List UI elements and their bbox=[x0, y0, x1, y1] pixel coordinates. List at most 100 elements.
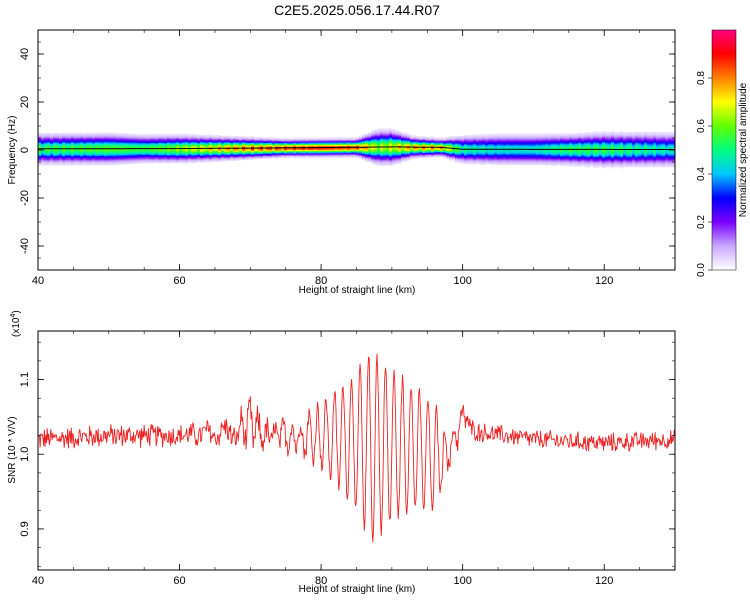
heatmap-cell bbox=[176, 152, 180, 154]
heatmap-cell bbox=[605, 141, 609, 144]
heatmap-cell bbox=[395, 131, 399, 133]
heatmap-cell bbox=[218, 148, 222, 150]
heatmap-cell bbox=[329, 138, 333, 141]
heatmap-cell bbox=[83, 144, 87, 147]
heatmap-cell bbox=[269, 154, 273, 156]
heatmap-cell bbox=[176, 153, 180, 155]
heatmap-cell bbox=[410, 139, 414, 142]
heatmap-cell bbox=[440, 150, 444, 152]
heatmap-cell bbox=[158, 138, 162, 141]
heatmap-cell bbox=[179, 145, 183, 148]
heatmap-cell bbox=[398, 148, 402, 150]
heatmap-cell bbox=[533, 156, 537, 158]
heatmap-cell bbox=[656, 133, 660, 135]
heatmap-cell bbox=[560, 156, 564, 158]
heatmap-cell bbox=[569, 155, 573, 157]
heatmap-cell bbox=[146, 156, 150, 159]
heatmap-cell bbox=[131, 139, 135, 142]
heatmap-cell bbox=[134, 139, 138, 142]
heatmap-cell bbox=[50, 161, 54, 164]
heatmap-cell bbox=[605, 157, 609, 159]
heatmap-cell bbox=[209, 154, 213, 157]
heatmap-cell bbox=[491, 158, 495, 160]
heatmap-cell bbox=[167, 159, 171, 161]
heatmap-cell bbox=[629, 138, 633, 140]
heatmap-cell bbox=[89, 153, 93, 155]
heatmap-cell bbox=[656, 152, 660, 155]
heatmap-cell bbox=[89, 147, 93, 149]
heatmap-cell bbox=[566, 163, 570, 166]
heatmap-cell bbox=[566, 153, 570, 156]
heatmap-cell bbox=[458, 140, 462, 143]
heatmap-cell bbox=[503, 159, 507, 162]
heatmap-cell bbox=[563, 152, 567, 155]
heatmap-cell bbox=[596, 135, 600, 137]
heatmap-cell bbox=[644, 147, 648, 150]
heatmap-cell bbox=[392, 142, 396, 144]
heatmap-cell bbox=[548, 161, 552, 163]
heatmap-cell bbox=[389, 158, 393, 160]
heatmap-cell bbox=[152, 155, 156, 158]
heatmap-cell bbox=[533, 135, 537, 138]
heatmap-cell bbox=[152, 149, 156, 152]
heatmap-cell bbox=[122, 160, 126, 163]
heatmap-cell bbox=[239, 155, 243, 157]
heatmap-cell bbox=[353, 140, 357, 143]
heatmap-cell bbox=[557, 143, 561, 145]
heatmap-cell bbox=[365, 136, 369, 138]
heatmap-cell bbox=[560, 152, 564, 155]
heatmap-cell bbox=[374, 134, 378, 137]
heatmap-cell bbox=[623, 135, 627, 138]
heatmap-cell bbox=[572, 133, 576, 136]
heatmap-cell bbox=[488, 149, 492, 152]
heatmap-cell bbox=[101, 157, 105, 160]
heatmap-cell bbox=[362, 150, 366, 152]
heatmap-cell bbox=[128, 150, 132, 153]
heatmap-cell bbox=[263, 145, 267, 147]
heatmap-cell bbox=[539, 146, 543, 149]
heatmap-cell bbox=[359, 151, 363, 153]
heatmap-cell bbox=[143, 160, 147, 163]
heatmap-cell bbox=[416, 149, 420, 152]
heatmap-cell bbox=[518, 146, 522, 149]
heatmap-cell bbox=[509, 160, 513, 163]
heatmap-cell bbox=[659, 145, 663, 147]
heatmap-cell bbox=[515, 154, 519, 157]
heatmap-cell bbox=[650, 132, 654, 134]
heatmap-cell bbox=[389, 159, 393, 162]
heatmap-cell bbox=[605, 139, 609, 141]
heatmap-cell bbox=[56, 154, 60, 157]
heatmap-cell bbox=[188, 142, 192, 145]
heatmap-cell bbox=[146, 161, 150, 164]
heatmap-cell bbox=[638, 162, 642, 164]
heatmap-cell bbox=[608, 133, 612, 135]
heatmap-cell bbox=[92, 155, 96, 158]
heatmap-cell bbox=[392, 139, 396, 142]
heatmap-cell bbox=[383, 149, 387, 152]
heatmap-cell bbox=[521, 138, 525, 140]
heatmap-cell bbox=[266, 153, 270, 155]
heatmap-cell bbox=[560, 144, 564, 146]
heatmap-cell bbox=[98, 161, 102, 164]
heatmap-cell bbox=[194, 160, 198, 163]
heatmap-cell bbox=[413, 144, 417, 147]
heatmap-cell bbox=[77, 150, 81, 153]
heatmap-cell bbox=[179, 137, 183, 140]
heatmap-cell bbox=[407, 156, 411, 159]
heatmap-cell bbox=[161, 137, 165, 140]
heatmap-cell bbox=[227, 153, 231, 156]
heatmap-cell bbox=[533, 155, 537, 157]
heatmap-cell bbox=[641, 133, 645, 135]
heatmap-cell bbox=[617, 142, 621, 145]
heatmap-cell bbox=[236, 145, 240, 148]
heatmap-cell bbox=[419, 156, 423, 159]
heatmap-cell bbox=[77, 156, 81, 159]
heatmap-cell bbox=[161, 149, 165, 152]
heatmap-cell bbox=[53, 159, 57, 161]
heatmap-cell bbox=[488, 158, 492, 160]
heatmap-cell bbox=[575, 132, 579, 135]
heatmap-cell bbox=[359, 148, 363, 151]
heatmap-cell bbox=[365, 155, 369, 157]
heatmap-cell bbox=[38, 152, 42, 154]
heatmap-cell bbox=[239, 145, 243, 148]
